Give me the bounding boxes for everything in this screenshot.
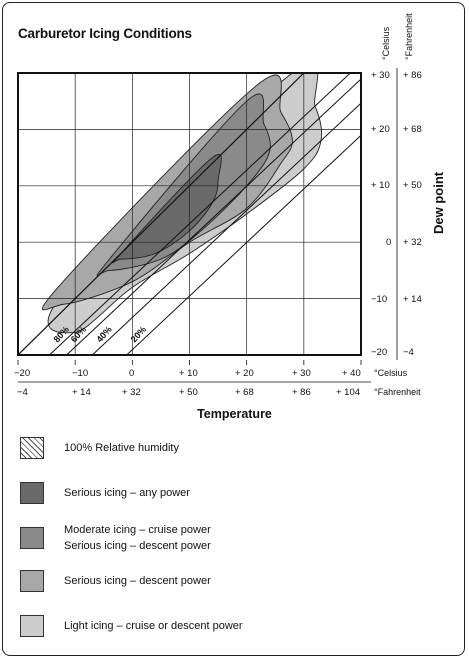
x-unit-fahrenheit: °Fahrenheit (374, 387, 421, 397)
x-tick-c: + 20 (235, 368, 254, 379)
y-tick-f: + 86 (403, 70, 422, 81)
y-tick-c: 0 (386, 237, 392, 248)
legend-label: Moderate icing – cruise power (64, 524, 211, 536)
y-tick-c: + 10 (371, 180, 390, 191)
x-tick-f: + 104 (336, 387, 361, 398)
humidity-line (126, 134, 361, 355)
humidity-line (49, 73, 352, 355)
plot-border (17, 72, 362, 356)
humidity-line (91, 102, 361, 355)
legend-swatch (20, 527, 44, 549)
legend-swatch (20, 615, 44, 637)
x-tick-c: −10 (72, 368, 89, 379)
y-tick-f: + 50 (403, 180, 422, 191)
legend-label: Light icing – cruise or descent power (64, 620, 243, 632)
y-tick-f: + 68 (403, 124, 422, 135)
y-axis-label: Dew point (431, 171, 446, 234)
y-tick-c: −10 (371, 294, 388, 305)
x-tick-f: + 50 (179, 387, 198, 398)
x-tick-f: −4 (17, 387, 28, 398)
saturation-line (18, 73, 305, 355)
legend-label: 100% Relative humidity (64, 442, 179, 454)
legend-label: Serious icing – descent power (64, 540, 211, 552)
x-tick-f: + 86 (292, 387, 311, 398)
y-unit-fahrenheit: °Fahrenheit (404, 13, 414, 60)
x-tick-f: + 68 (235, 387, 254, 398)
legend-swatch-hatch (20, 437, 44, 459)
legend-swatch (20, 570, 44, 592)
x-tick-c: −20 (14, 368, 31, 379)
y-unit-celsius: °Celsius (381, 26, 391, 60)
x-tick-c: 0 (129, 368, 135, 379)
plot-area: 20%40%60%80% (18, 73, 361, 355)
x-tick-c: + 10 (179, 368, 198, 379)
humidity-line (66, 78, 361, 355)
y-tick-f: + 32 (403, 237, 422, 248)
humidity-label: 20% (129, 324, 148, 344)
x-unit-celsius: °Celsius (374, 368, 408, 378)
legend-swatch (20, 482, 44, 504)
x-tick-c: + 40 (342, 368, 361, 379)
legend-label: Serious icing – any power (64, 487, 190, 499)
x-tick-c: + 30 (292, 368, 311, 379)
y-tick-c: −20 (371, 347, 388, 358)
x-axis-label: Temperature (197, 407, 272, 421)
humidity-label: 40% (94, 324, 113, 344)
chart-frame (2, 2, 465, 656)
y-tick-f: −4 (403, 347, 414, 358)
x-tick-f: + 14 (72, 387, 91, 398)
legend-label: Serious icing – descent power (64, 575, 211, 587)
x-tick-f: + 32 (122, 387, 141, 398)
y-tick-f: + 14 (403, 294, 422, 305)
chart-title: Carburetor Icing Conditions (18, 26, 192, 41)
y-tick-c: + 30 (371, 70, 390, 81)
y-tick-c: + 20 (371, 124, 390, 135)
